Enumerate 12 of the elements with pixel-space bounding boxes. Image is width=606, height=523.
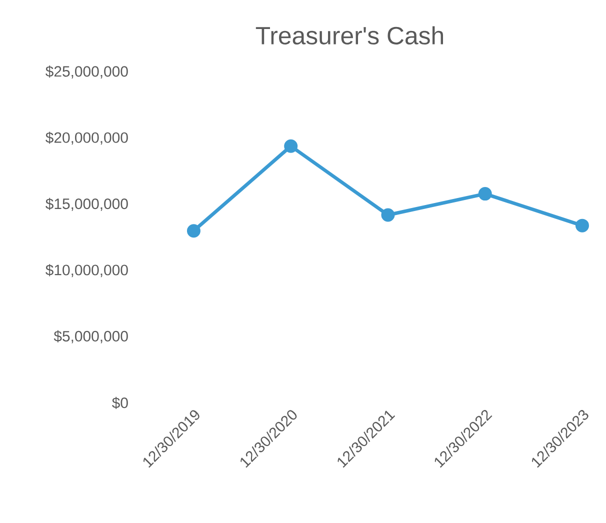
y-tick-label: $10,000,000 (46, 264, 128, 278)
y-tick-label: $20,000,000 (46, 132, 128, 145)
point (381, 208, 395, 222)
point (478, 187, 492, 201)
y-tick-label: $15,000,000 (46, 198, 128, 211)
point (575, 218, 589, 232)
point (284, 139, 298, 153)
y-tick-label: $25,000,000 (46, 66, 128, 78)
y-tick-label: $0 (112, 396, 128, 410)
point (186, 224, 200, 238)
y-tick-label: $5,000,000 (54, 330, 128, 344)
chart-title: Treasurer's Cash (256, 26, 444, 44)
